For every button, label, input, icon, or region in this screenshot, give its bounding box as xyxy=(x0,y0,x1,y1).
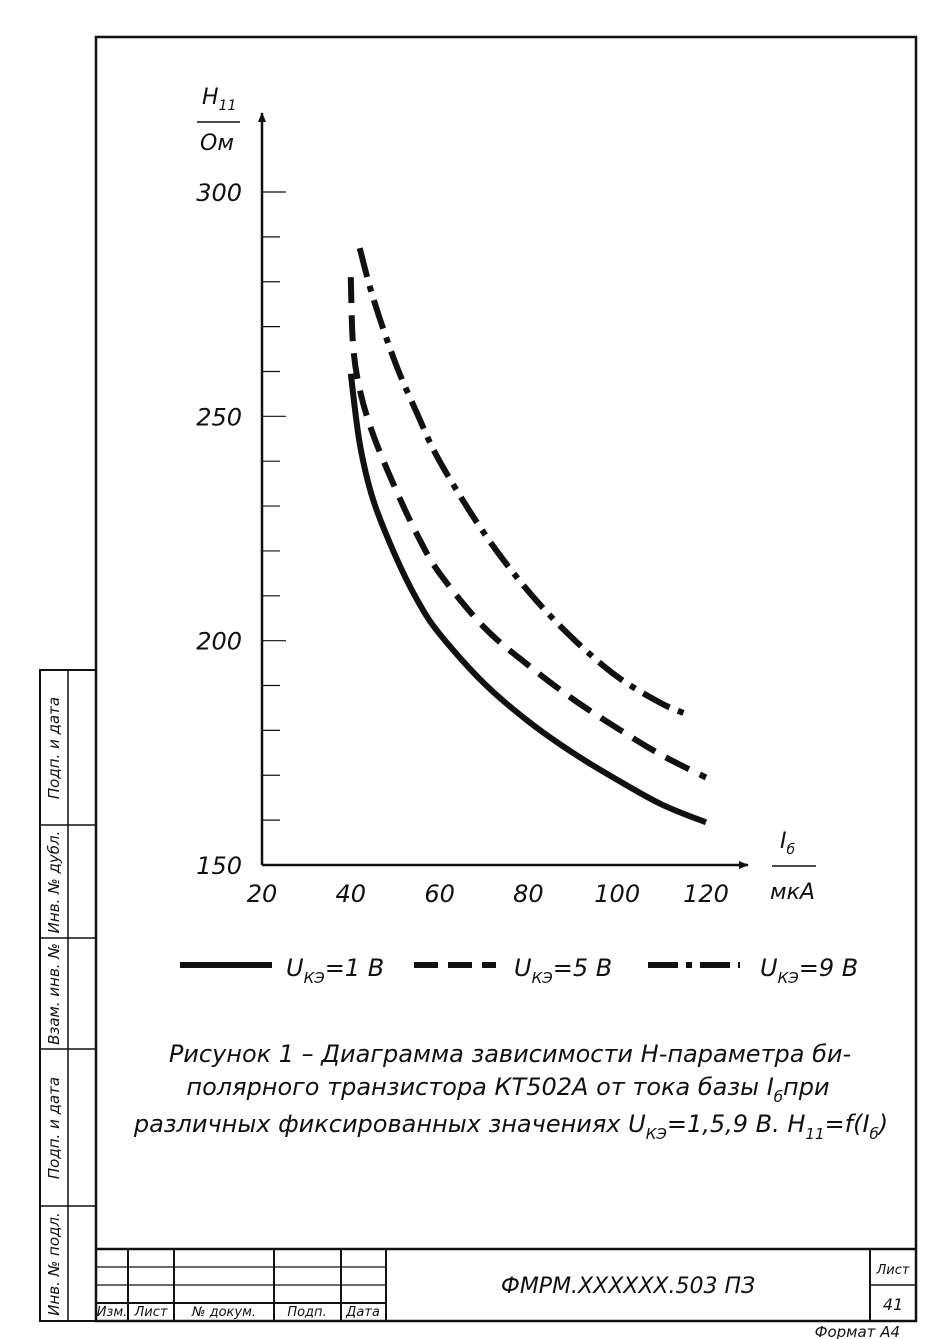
side-stamp: Подп. и дата Инв. № дубл. Взам. инв. № П… xyxy=(39,669,97,1322)
x-tick-label: 80 xyxy=(513,880,544,908)
x-tick-label: 20 xyxy=(247,880,278,908)
x-axis-label: Iб мкА xyxy=(770,829,816,905)
x-tick-label: 120 xyxy=(683,880,729,908)
caption-line-1: Рисунок 1 – Диаграмма зависимости H-пара… xyxy=(169,1040,851,1068)
y-tick-label: 300 xyxy=(196,179,242,207)
format-label: Формат А4 xyxy=(815,1323,900,1339)
tb-col-list: Лист xyxy=(134,1305,168,1320)
series-layer xyxy=(347,247,708,826)
x-axis-label-unit: мкА xyxy=(770,880,815,905)
chart-axes: 150 200 250 300 20 40 60 80 100 120 xyxy=(196,112,749,908)
y-axis-label-top: H11 xyxy=(202,85,236,114)
side-stamp-label-3: Взам. инв. № xyxy=(45,943,63,1045)
tb-col-doc: № докум. xyxy=(191,1305,256,1320)
x-axis-label-top: Iб xyxy=(780,829,796,858)
y-axis-label-unit: Ом xyxy=(200,131,234,156)
side-stamp-label-5: Инв. № подл. xyxy=(45,1212,63,1315)
document-designation: ФМРМ.XXXXXX.503 ПЗ xyxy=(501,1274,755,1299)
series-line-1 xyxy=(347,373,708,826)
legend-label-3: UКЭ=9 В xyxy=(760,954,858,987)
tb-col-podp: Подп. xyxy=(287,1305,326,1320)
figure-caption: Рисунок 1 – Диаграмма зависимости H-пара… xyxy=(133,1040,888,1143)
sheet-number: 41 xyxy=(883,1295,903,1314)
caption-line-3: различных фиксированных значениях UКЭ=1,… xyxy=(133,1110,888,1143)
x-tick-label: 100 xyxy=(594,880,640,908)
y-tick-label: 150 xyxy=(196,852,242,880)
series-line-2 xyxy=(347,277,708,781)
tb-col-izm: Изм. xyxy=(97,1305,128,1320)
side-stamp-label-4: Подп. и дата xyxy=(45,1077,63,1179)
series-line-3 xyxy=(356,247,690,718)
side-stamp-label-1: Подп. и дата xyxy=(45,697,63,799)
x-tick-label: 40 xyxy=(336,880,367,908)
y-tick-label: 250 xyxy=(196,403,242,431)
y-axis-label: H11 Ом xyxy=(197,85,240,156)
legend-label-2: UКЭ=5 В xyxy=(514,954,612,987)
legend-label-1: UКЭ=1 В xyxy=(286,954,384,987)
tb-col-data: Дата xyxy=(345,1305,380,1320)
side-stamp-label-2: Инв. № дубл. xyxy=(45,831,63,934)
title-block: Изм. Лист № докум. Подп. Дата ФМРМ.XXXXX… xyxy=(96,1247,916,1321)
legend: UКЭ=1 В UКЭ=5 В UКЭ=9 В xyxy=(180,954,858,987)
sheet-label: Лист xyxy=(876,1263,910,1278)
caption-line-2: полярного транзистора КТ502А от тока баз… xyxy=(186,1073,829,1106)
y-tick-label: 200 xyxy=(196,628,242,656)
x-tick-label: 60 xyxy=(424,880,455,908)
